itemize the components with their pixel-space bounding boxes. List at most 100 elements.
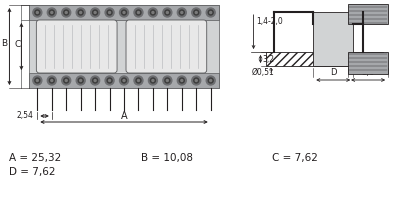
Circle shape bbox=[65, 80, 67, 82]
Circle shape bbox=[194, 78, 199, 83]
Circle shape bbox=[123, 11, 125, 14]
Circle shape bbox=[163, 8, 172, 17]
Circle shape bbox=[104, 7, 115, 18]
Circle shape bbox=[166, 11, 168, 14]
Circle shape bbox=[136, 10, 141, 15]
Text: A: A bbox=[121, 111, 127, 121]
Circle shape bbox=[35, 10, 40, 15]
Circle shape bbox=[148, 76, 157, 85]
Circle shape bbox=[150, 10, 156, 15]
Circle shape bbox=[177, 76, 186, 85]
Circle shape bbox=[93, 10, 98, 15]
Circle shape bbox=[80, 11, 82, 14]
Circle shape bbox=[61, 7, 72, 18]
Text: 5,6: 5,6 bbox=[362, 68, 375, 77]
Circle shape bbox=[78, 78, 83, 83]
Circle shape bbox=[138, 11, 140, 14]
Circle shape bbox=[192, 76, 201, 85]
Circle shape bbox=[51, 11, 53, 14]
Text: B: B bbox=[1, 39, 8, 48]
Circle shape bbox=[163, 76, 172, 85]
Circle shape bbox=[152, 80, 154, 82]
Circle shape bbox=[62, 76, 71, 85]
Circle shape bbox=[104, 75, 115, 86]
Circle shape bbox=[181, 11, 183, 14]
Text: Ø0,51: Ø0,51 bbox=[252, 68, 274, 76]
Circle shape bbox=[165, 78, 170, 83]
FancyBboxPatch shape bbox=[126, 20, 207, 73]
Circle shape bbox=[93, 78, 98, 83]
Circle shape bbox=[33, 8, 42, 17]
Circle shape bbox=[120, 8, 128, 17]
Circle shape bbox=[133, 7, 144, 18]
Circle shape bbox=[195, 80, 197, 82]
Circle shape bbox=[176, 75, 187, 86]
Bar bbox=[29, 5, 219, 88]
Circle shape bbox=[94, 11, 96, 14]
Circle shape bbox=[166, 80, 168, 82]
Circle shape bbox=[208, 78, 213, 83]
Circle shape bbox=[210, 80, 212, 82]
Circle shape bbox=[107, 78, 112, 83]
Circle shape bbox=[162, 7, 173, 18]
Circle shape bbox=[78, 10, 83, 15]
Circle shape bbox=[134, 8, 143, 17]
Circle shape bbox=[64, 10, 69, 15]
Circle shape bbox=[148, 7, 158, 18]
Circle shape bbox=[195, 11, 197, 14]
Circle shape bbox=[76, 76, 85, 85]
Circle shape bbox=[118, 75, 130, 86]
Circle shape bbox=[90, 75, 101, 86]
Circle shape bbox=[165, 10, 170, 15]
Text: 1,4-2,0: 1,4-2,0 bbox=[256, 17, 283, 26]
Circle shape bbox=[162, 75, 173, 86]
Circle shape bbox=[75, 75, 86, 86]
Circle shape bbox=[36, 80, 38, 82]
Circle shape bbox=[76, 8, 85, 17]
Circle shape bbox=[177, 8, 186, 17]
Circle shape bbox=[181, 80, 183, 82]
Circle shape bbox=[49, 78, 54, 83]
Text: D: D bbox=[330, 68, 336, 77]
Circle shape bbox=[65, 11, 67, 14]
Circle shape bbox=[122, 10, 126, 15]
Circle shape bbox=[133, 75, 144, 86]
Circle shape bbox=[80, 80, 82, 82]
Circle shape bbox=[191, 7, 202, 18]
Circle shape bbox=[91, 76, 100, 85]
Circle shape bbox=[47, 8, 56, 17]
Bar bbox=[313, 12, 353, 66]
Circle shape bbox=[206, 8, 215, 17]
Circle shape bbox=[138, 80, 140, 82]
Circle shape bbox=[33, 76, 42, 85]
Circle shape bbox=[47, 76, 56, 85]
FancyBboxPatch shape bbox=[36, 20, 117, 73]
Circle shape bbox=[205, 75, 216, 86]
Circle shape bbox=[107, 10, 112, 15]
Circle shape bbox=[75, 7, 86, 18]
Text: B = 10,08: B = 10,08 bbox=[141, 153, 193, 163]
Circle shape bbox=[194, 10, 199, 15]
Circle shape bbox=[179, 78, 184, 83]
Circle shape bbox=[32, 7, 43, 18]
Circle shape bbox=[36, 11, 38, 14]
Circle shape bbox=[150, 78, 156, 83]
Circle shape bbox=[90, 7, 101, 18]
Bar bbox=[266, 52, 383, 66]
Circle shape bbox=[118, 7, 130, 18]
Circle shape bbox=[148, 8, 157, 17]
Bar bbox=[29, 5, 219, 20]
Circle shape bbox=[136, 78, 141, 83]
Circle shape bbox=[108, 11, 110, 14]
Bar bbox=[348, 4, 388, 24]
Text: 2,54: 2,54 bbox=[16, 111, 33, 120]
Circle shape bbox=[105, 76, 114, 85]
Circle shape bbox=[206, 76, 215, 85]
Circle shape bbox=[120, 76, 128, 85]
Circle shape bbox=[210, 11, 212, 14]
Circle shape bbox=[35, 78, 40, 83]
Circle shape bbox=[108, 80, 110, 82]
Bar bbox=[348, 52, 388, 74]
Circle shape bbox=[49, 10, 54, 15]
Circle shape bbox=[208, 10, 213, 15]
